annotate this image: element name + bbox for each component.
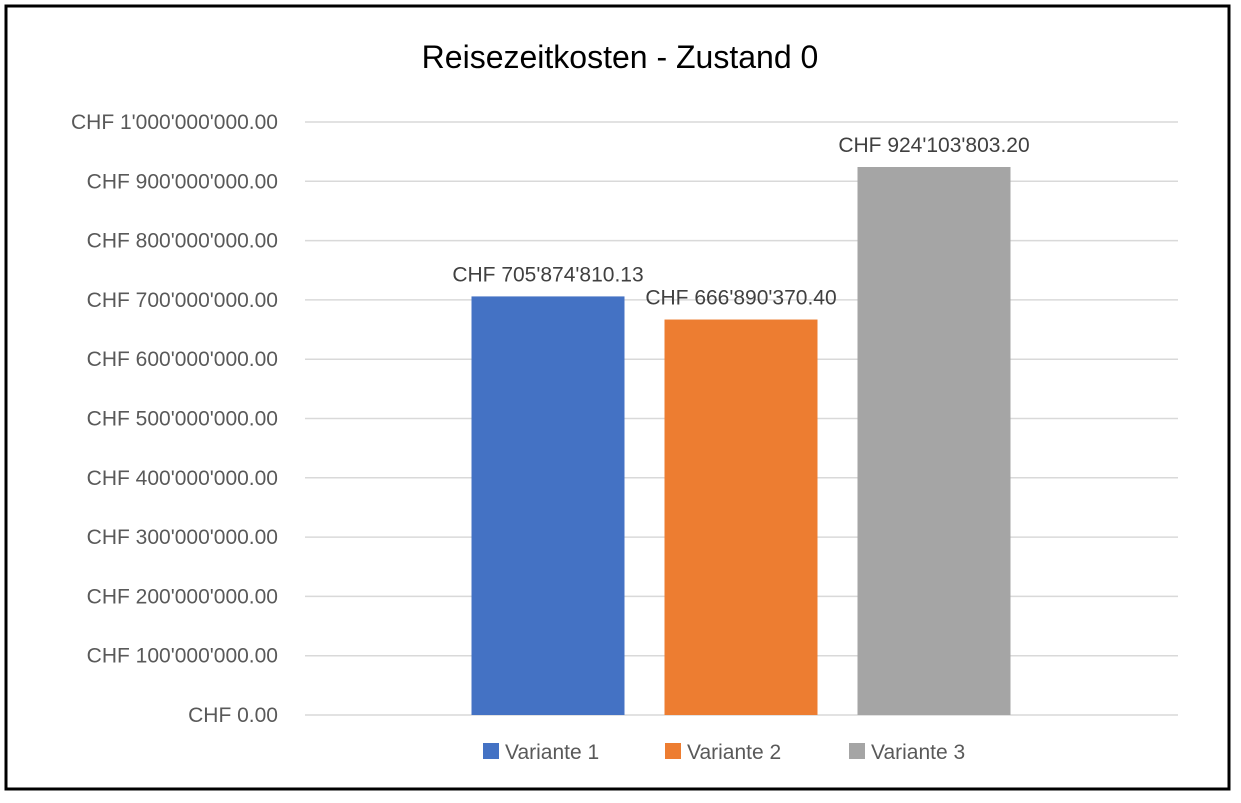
data-label: CHF 705'874'810.13 [452,263,643,286]
y-tick-label: CHF 1'000'000'000.00 [71,111,278,134]
y-tick-label: CHF 0.00 [188,704,278,727]
bar-variante-2 [664,319,818,715]
gridlines [305,121,1178,716]
y-tick-label: CHF 600'000'000.00 [87,348,278,371]
y-tick-label: CHF 700'000'000.00 [87,289,278,312]
legend-label: Variante 1 [505,741,599,764]
y-tick-label: CHF 200'000'000.00 [87,585,278,608]
y-tick-label: CHF 100'000'000.00 [87,645,278,668]
legend: Variante 1 Variante 2 Variante 3 [483,741,965,764]
data-label: CHF 924'103'803.20 [838,134,1029,157]
data-label: CHF 666'890'370.40 [645,287,836,310]
bar-variante-3 [857,167,1011,715]
legend-swatch [849,743,865,759]
bars [471,167,1011,715]
y-tick-label: CHF 800'000'000.00 [87,230,278,253]
legend-label: Variante 2 [687,741,781,764]
y-tick-label: CHF 500'000'000.00 [87,408,278,431]
y-tick-label: CHF 300'000'000.00 [87,526,278,549]
y-tick-label: CHF 400'000'000.00 [87,467,278,490]
y-axis-tick-labels: CHF 0.00 CHF 100'000'000.00 CHF 200'000'00… [71,111,278,727]
legend-label: Variante 3 [871,741,965,764]
legend-swatch [665,743,681,759]
legend-swatch [483,743,499,759]
chart-title: Reisezeitkosten - Zustand 0 [422,39,819,75]
bar-variante-1 [471,296,625,715]
y-tick-label: CHF 900'000'000.00 [87,170,278,193]
